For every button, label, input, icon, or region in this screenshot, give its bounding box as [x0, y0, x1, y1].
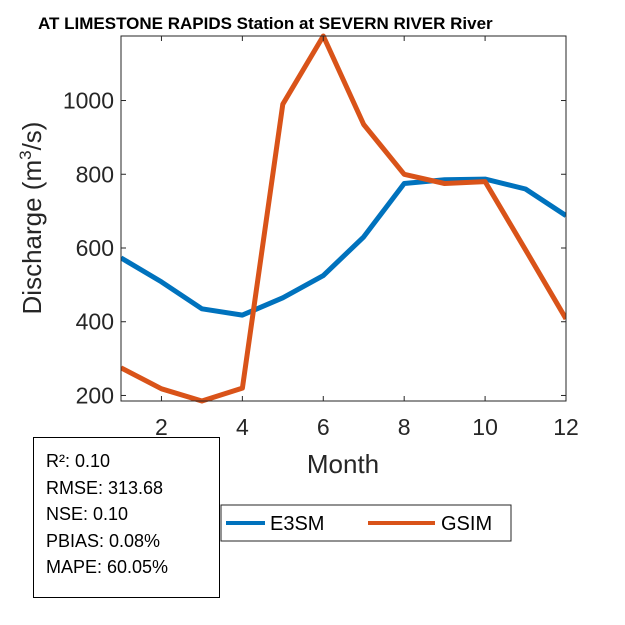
series-line-e3sm [121, 176, 566, 318]
x-tick-label: 12 [553, 414, 579, 440]
chart-title: AT LIMESTONE RAPIDS Station at SEVERN RI… [38, 14, 493, 33]
legend: E3SM GSIM [220, 504, 512, 542]
plot-area [121, 36, 566, 401]
stats-box: R²: 0.10 RMSE: 313.68 NSE: 0.10 PBIAS: 0… [33, 437, 220, 598]
legend-label-e3sm: E3SM [270, 513, 324, 535]
y-tick-label: 200 [76, 382, 114, 408]
y-tick-label: 400 [76, 309, 114, 335]
x-tick-label: 8 [398, 414, 411, 440]
stat-mape: MAPE: 60.05% [46, 557, 169, 577]
stat-r2: R²: 0.10 [46, 451, 111, 471]
x-axis-label: Month [307, 449, 379, 479]
y-axis-label: Discharge (m3/s) [16, 122, 47, 315]
plot-frame [120, 35, 567, 402]
legend-label-gsim: GSIM [441, 513, 492, 535]
stat-rmse: RMSE: 313.68 [46, 477, 164, 498]
x-tick-label: 10 [472, 414, 498, 440]
y-axis-label-main: Discharge (m [17, 160, 47, 315]
stat-pbias: PBIAS: 0.08% [46, 530, 161, 551]
y-tick-label: 600 [76, 235, 114, 261]
series-line-gsim [121, 33, 566, 404]
x-tick-label: 6 [317, 414, 330, 440]
stat-nse: NSE: 0.10 [46, 504, 129, 524]
y-tick-label: 800 [76, 161, 114, 187]
y-axis-label-tail: /s) [17, 122, 47, 151]
legend-box [220, 504, 512, 542]
y-axis-label-superscript: 3 [16, 150, 35, 159]
x-tick-label: 2 [155, 414, 168, 440]
y-tick-label: 1000 [63, 88, 114, 114]
x-tick-label: 4 [236, 414, 249, 440]
